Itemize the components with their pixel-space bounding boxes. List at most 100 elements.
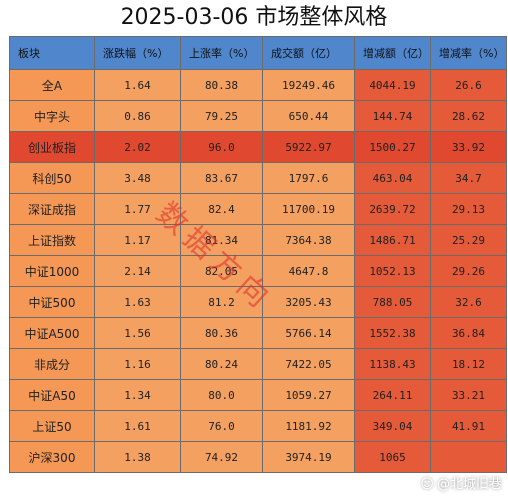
turnover-change-cell: 1552.38 xyxy=(354,317,431,349)
turnover-cell: 4647.8 xyxy=(262,255,355,287)
sector-name-cell: 中证1000 xyxy=(9,255,95,287)
turnover-cell: 1797.6 xyxy=(262,162,355,194)
turnover-cell: 650.44 xyxy=(262,100,355,132)
turnover-cell: 7422.05 xyxy=(262,348,355,380)
table-row: 非成分 1.16 80.24 7422.05 1138.43 18.12 xyxy=(9,348,507,380)
table-row: 上证50 1.61 76.0 1181.92 349.04 41.91 xyxy=(9,410,507,442)
sector-name-cell: 中证500 xyxy=(9,286,95,318)
header-rise-ratio: 上涨率（%） xyxy=(180,36,263,70)
page-title: 2025-03-06 市场整体风格 xyxy=(120,5,388,30)
turnover-change-rate-cell: 29.26 xyxy=(430,255,507,287)
change-pct-cell: 1.16 xyxy=(94,348,181,380)
header-sector: 板块 xyxy=(9,36,95,70)
turnover-change-cell: 1065 xyxy=(354,441,431,473)
turnover-change-rate-cell: 34.7 xyxy=(430,162,507,194)
sector-name-cell: 科创50 xyxy=(9,162,95,194)
turnover-change-cell: 1052.13 xyxy=(354,255,431,287)
turnover-change-cell: 1500.27 xyxy=(354,131,431,163)
change-pct-cell: 1.64 xyxy=(94,69,181,101)
turnover-change-rate-cell: 25.29 xyxy=(430,224,507,256)
turnover-cell: 5922.97 xyxy=(262,131,355,163)
turnover-cell: 1181.92 xyxy=(262,410,355,442)
sector-name-cell: 深证成指 xyxy=(9,193,95,225)
rise-ratio-cell: 80.0 xyxy=(180,379,263,411)
change-pct-cell: 0.86 xyxy=(94,100,181,132)
turnover-cell: 5766.14 xyxy=(262,317,355,349)
sector-name-cell: 沪深300 xyxy=(9,441,95,473)
table-row: 中证500 1.63 81.2 3205.43 788.05 32.6 xyxy=(9,286,507,318)
change-pct-cell: 1.34 xyxy=(94,379,181,411)
sector-name-cell: 全A xyxy=(9,69,95,101)
sector-name-cell: 创业板指 xyxy=(9,131,95,163)
sector-name-cell: 上证50 xyxy=(9,410,95,442)
corner-watermark: ☺ @北城旧巷 xyxy=(420,473,502,492)
table-row: 全A 1.64 80.38 19249.46 4044.19 26.6 xyxy=(9,69,507,101)
turnover-change-cell: 144.74 xyxy=(354,100,431,132)
change-pct-cell: 1.61 xyxy=(94,410,181,442)
sector-name-cell: 中证A500 xyxy=(9,317,95,349)
rise-ratio-cell: 81.2 xyxy=(180,286,263,318)
turnover-change-rate-cell: 32.6 xyxy=(430,286,507,318)
turnover-change-cell: 264.11 xyxy=(354,379,431,411)
rise-ratio-cell: 80.24 xyxy=(180,348,263,380)
header-change-pct: 涨跌幅（%） xyxy=(94,36,181,70)
turnover-change-rate-cell: 29.13 xyxy=(430,193,507,225)
change-pct-cell: 1.63 xyxy=(94,286,181,318)
table-row: 创业板指 2.02 96.0 5922.97 1500.27 33.92 xyxy=(9,131,507,163)
change-pct-cell: 1.38 xyxy=(94,441,181,473)
turnover-change-rate-cell: 28.62 xyxy=(430,100,507,132)
table-row: 中字头 0.86 79.25 650.44 144.74 28.62 xyxy=(9,100,507,132)
table-row: 中证A50 1.34 80.0 1059.27 264.11 33.21 xyxy=(9,379,507,411)
sector-name-cell: 非成分 xyxy=(9,348,95,380)
turnover-change-rate-cell: 26.6 xyxy=(430,69,507,101)
rise-ratio-cell: 80.36 xyxy=(180,317,263,349)
change-pct-cell: 2.14 xyxy=(94,255,181,287)
change-pct-cell: 1.77 xyxy=(94,193,181,225)
turnover-change-cell: 1138.43 xyxy=(354,348,431,380)
rise-ratio-cell: 82.05 xyxy=(180,255,263,287)
table-row: 中证A500 1.56 80.36 5766.14 1552.38 36.84 xyxy=(9,317,507,349)
turnover-change-cell: 2639.72 xyxy=(354,193,431,225)
rise-ratio-cell: 76.0 xyxy=(180,410,263,442)
corner-watermark-text: @北城旧巷 xyxy=(436,477,502,492)
user-icon: ☺ xyxy=(420,477,434,492)
turnover-cell: 19249.46 xyxy=(262,69,355,101)
turnover-cell: 3974.19 xyxy=(262,441,355,473)
change-pct-cell: 1.56 xyxy=(94,317,181,349)
sector-name-cell: 上证指数 xyxy=(9,224,95,256)
header-turnover-change-rate: 增减率（%） xyxy=(430,36,507,70)
turnover-change-rate-cell: 33.92 xyxy=(430,131,507,163)
turnover-change-cell: 4044.19 xyxy=(354,69,431,101)
turnover-cell: 3205.43 xyxy=(262,286,355,318)
turnover-change-cell: 349.04 xyxy=(354,410,431,442)
turnover-cell: 1059.27 xyxy=(262,379,355,411)
table-row: 沪深300 1.38 74.92 3974.19 1065 xyxy=(9,441,507,473)
table-row: 科创50 3.48 83.67 1797.6 463.04 34.7 xyxy=(9,162,507,194)
sector-name-cell: 中证A50 xyxy=(9,379,95,411)
turnover-change-rate-cell: 36.84 xyxy=(430,317,507,349)
rise-ratio-cell: 96.0 xyxy=(180,131,263,163)
change-pct-cell: 3.48 xyxy=(94,162,181,194)
turnover-change-rate-cell: 33.21 xyxy=(430,379,507,411)
table-row: 上证指数 1.17 81.34 7364.38 1486.71 25.29 xyxy=(9,224,507,256)
turnover-change-cell: 463.04 xyxy=(354,162,431,194)
turnover-cell: 11700.19 xyxy=(262,193,355,225)
rise-ratio-cell: 80.38 xyxy=(180,69,263,101)
rise-ratio-cell: 83.67 xyxy=(180,162,263,194)
rise-ratio-cell: 74.92 xyxy=(180,441,263,473)
table-row: 中证1000 2.14 82.05 4647.8 1052.13 29.26 xyxy=(9,255,507,287)
turnover-change-rate-cell: 41.91 xyxy=(430,410,507,442)
turnover-change-cell: 788.05 xyxy=(354,286,431,318)
sector-name-cell: 中字头 xyxy=(9,100,95,132)
turnover-cell: 7364.38 xyxy=(262,224,355,256)
market-style-table: 板块 涨跌幅（%） 上涨率（%） 成交额（亿） 增减额（亿） 增减率（%） 全A… xyxy=(9,36,507,473)
rise-ratio-cell: 79.25 xyxy=(180,100,263,132)
turnover-change-rate-cell: 18.12 xyxy=(430,348,507,380)
turnover-change-cell: 1486.71 xyxy=(354,224,431,256)
table-header-row: 板块 涨跌幅（%） 上涨率（%） 成交额（亿） 增减额（亿） 增减率（%） xyxy=(9,36,507,70)
turnover-change-rate-cell xyxy=(430,441,507,473)
table-row: 深证成指 1.77 82.4 11700.19 2639.72 29.13 xyxy=(9,193,507,225)
header-turnover-change: 增减额（亿） xyxy=(354,36,431,70)
change-pct-cell: 2.02 xyxy=(94,131,181,163)
header-turnover: 成交额（亿） xyxy=(262,36,355,70)
